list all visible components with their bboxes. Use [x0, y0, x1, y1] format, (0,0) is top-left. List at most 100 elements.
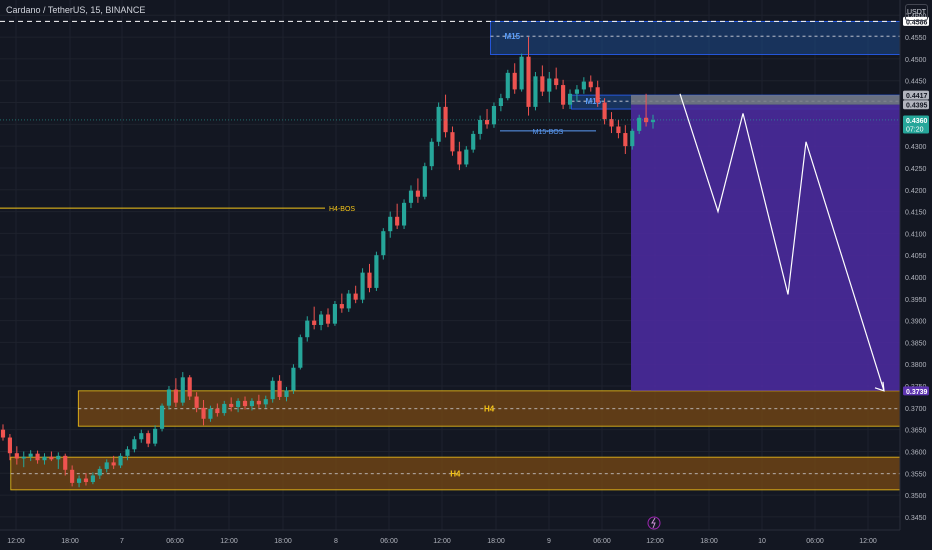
y-tick-label: 0.3450	[905, 515, 927, 522]
candle	[180, 377, 185, 403]
y-tick-label: 0.3800	[905, 362, 927, 369]
candle	[498, 98, 503, 106]
candle	[464, 149, 469, 165]
candle	[97, 468, 102, 476]
candle	[443, 106, 448, 133]
candle	[291, 367, 296, 391]
candle	[353, 293, 358, 300]
candle	[484, 119, 490, 125]
zone-label: H4	[484, 405, 495, 414]
x-tick-label: 12:00	[220, 538, 238, 545]
x-tick-label: 9	[547, 538, 551, 545]
y-tick-label: 0.4600	[905, 13, 927, 20]
price-label: 0.4586	[906, 19, 928, 26]
candle	[512, 72, 517, 90]
candle	[381, 231, 386, 256]
candle	[540, 76, 545, 92]
candle	[118, 455, 123, 466]
stop-zone	[631, 95, 900, 105]
candle	[602, 102, 607, 120]
candle	[312, 320, 317, 325]
candle	[644, 117, 649, 123]
x-tick-label: 10	[758, 538, 766, 545]
candle	[56, 455, 61, 460]
candle	[609, 119, 614, 127]
zone-label: M15	[505, 32, 521, 41]
candle	[104, 462, 109, 469]
currency-button[interactable]: USDT	[905, 4, 928, 21]
price-label-tag	[903, 100, 929, 110]
y-tick-label: 0.3850	[905, 340, 927, 347]
candle	[208, 408, 213, 419]
price-label-tag	[903, 90, 929, 100]
y-tick-label: 0.4000	[905, 275, 927, 282]
candle	[298, 337, 303, 368]
y-tick-label: 0.4450	[905, 79, 927, 86]
projection-path	[679, 93, 885, 392]
candle	[242, 400, 248, 407]
x-tick-label: 18:00	[61, 538, 79, 545]
candle	[21, 456, 26, 459]
price-label-tag	[903, 386, 929, 396]
candle	[0, 429, 6, 438]
symbol-title: Cardano / TetherUS, 15, BINANCE	[6, 5, 146, 15]
candle	[401, 202, 407, 226]
price-label-countdown: 07:20	[906, 126, 924, 133]
candle	[567, 93, 573, 105]
candle	[173, 389, 178, 403]
candle	[436, 106, 441, 142]
candle	[222, 403, 227, 414]
candle	[581, 81, 586, 90]
candle	[554, 78, 559, 86]
y-tick-label: 0.4500	[905, 57, 927, 64]
zone-label: M15	[586, 97, 602, 106]
candle	[547, 78, 552, 92]
candle	[519, 56, 524, 90]
candle	[263, 399, 268, 405]
candle	[450, 132, 455, 152]
candle	[388, 216, 393, 232]
candle	[194, 396, 199, 408]
candle	[63, 455, 68, 470]
x-tick-label: 7	[120, 538, 124, 545]
candle	[478, 119, 483, 134]
x-tick-label: 8	[334, 538, 338, 545]
y-tick-label: 0.3700	[905, 406, 927, 413]
zone-label: H4	[450, 470, 461, 479]
y-tick-label: 0.4250	[905, 166, 927, 173]
candle	[284, 390, 289, 397]
candle	[42, 456, 47, 461]
y-tick-label: 0.3950	[905, 297, 927, 304]
candle	[76, 478, 82, 483]
candle	[637, 117, 642, 131]
candle	[367, 272, 372, 288]
candle	[146, 433, 151, 444]
price-label: 0.4395	[906, 103, 928, 110]
projection-arrow	[874, 381, 885, 392]
lightning-bolt	[651, 517, 656, 529]
candle	[49, 456, 54, 460]
y-tick-label: 0.3600	[905, 449, 927, 456]
x-tick-label: 12:00	[646, 538, 664, 545]
price-label: 0.3739	[906, 389, 928, 396]
x-tick-label: 12:00	[7, 538, 25, 545]
x-tick-label: 18:00	[700, 538, 718, 545]
candle	[526, 56, 531, 107]
candle	[374, 255, 379, 288]
price-label: 0.4360	[906, 118, 928, 125]
candle	[332, 304, 337, 324]
candle	[215, 408, 220, 414]
candle	[201, 407, 206, 419]
candle	[346, 293, 351, 309]
candle	[650, 119, 656, 123]
bos-label: M15-BOS	[533, 129, 564, 136]
candle	[630, 130, 635, 147]
candle	[90, 475, 95, 483]
candle	[339, 304, 344, 309]
x-tick-label: 12:00	[859, 538, 877, 545]
candle	[229, 403, 234, 407]
candle	[305, 320, 310, 338]
x-tick-label: 18:00	[274, 538, 292, 545]
